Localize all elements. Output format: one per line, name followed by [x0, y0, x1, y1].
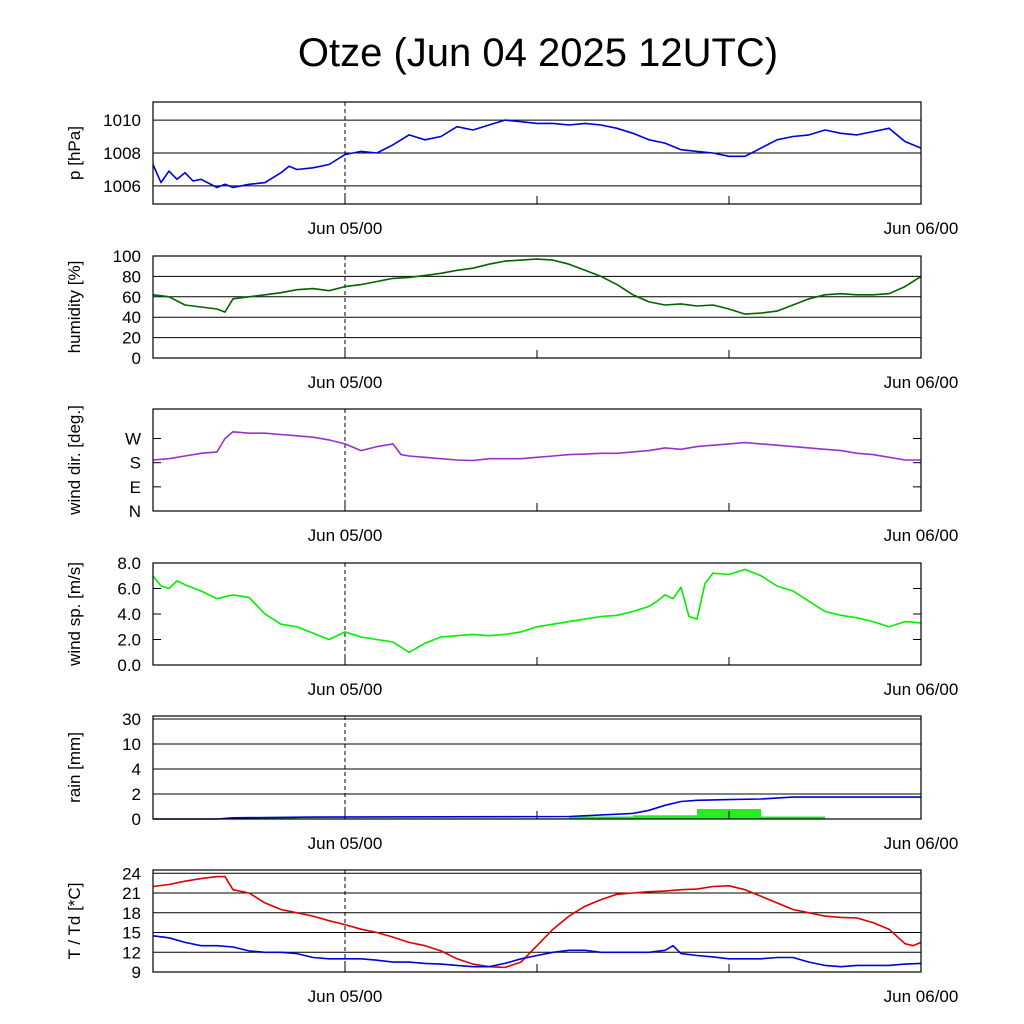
x-tick-label: Jun 06/00: [884, 680, 959, 699]
y-tick-label: 80: [122, 267, 141, 286]
y-tick-label: 6.0: [117, 580, 141, 599]
x-tick-label: Jun 06/00: [884, 987, 959, 1006]
x-tick-label: Jun 06/00: [884, 834, 959, 853]
y-tick-label: 0: [132, 810, 141, 829]
plot-frame: [152, 408, 922, 512]
y-tick-label: 0: [132, 349, 141, 368]
y-tick-label: 10: [122, 735, 141, 754]
y-tick-label: 100: [113, 247, 141, 266]
y-tick-label: 2.0: [117, 631, 141, 650]
y-tick-label: 30: [122, 710, 141, 729]
plot-frame: [152, 869, 922, 973]
rain-bar: [569, 816, 633, 819]
y-tick-label: 0.0: [117, 656, 141, 675]
plot-frame: [152, 562, 922, 666]
y-tick-label: 4: [132, 760, 141, 779]
y-tick-label: 12: [122, 943, 141, 962]
y-tick-label: 21: [122, 884, 141, 903]
x-tick-label: Jun 05/00: [308, 373, 383, 392]
x-tick-label: Jun 06/00: [884, 526, 959, 545]
x-tick-label: Jun 05/00: [308, 834, 383, 853]
y-tick-label: N: [129, 502, 141, 521]
series-line: [152, 935, 922, 968]
y-axis-label: humidity [%]: [65, 261, 84, 354]
series-line: [152, 568, 922, 654]
y-axis-label: wind sp. [m/s]: [65, 562, 84, 667]
y-tick-label: 1008: [103, 144, 141, 163]
y-tick-label: S: [130, 454, 141, 473]
y-axis-label: wind dir. [deg.]: [65, 405, 84, 516]
series-line: [152, 430, 921, 462]
plot-frame: [152, 255, 922, 359]
y-tick-label: 40: [122, 308, 141, 327]
chart-title: Otze (Jun 04 2025 12UTC): [298, 31, 778, 75]
plot-frame: [152, 101, 922, 205]
y-axis-label: p [hPa]: [65, 126, 84, 180]
y-tick-label: 1010: [103, 111, 141, 130]
rain-bar: [761, 816, 825, 819]
y-tick-label: 18: [122, 904, 141, 923]
y-tick-label: 24: [122, 864, 141, 883]
y-tick-label: 20: [122, 329, 141, 348]
series-line: [152, 258, 922, 315]
rain-bar: [633, 815, 697, 819]
x-tick-label: Jun 05/00: [308, 526, 383, 545]
series-line: [152, 875, 922, 969]
y-axis-label: T / Td [*C]: [65, 883, 84, 960]
x-tick-label: Jun 05/00: [308, 987, 383, 1006]
plot-frame: [152, 715, 922, 820]
y-axis-label: rain [mm]: [65, 732, 84, 803]
series-line: [152, 119, 922, 189]
y-tick-label: 4.0: [117, 605, 141, 624]
y-tick-label: 9: [132, 963, 141, 982]
y-tick-label: W: [125, 430, 141, 449]
x-tick-label: Jun 06/00: [884, 373, 959, 392]
y-tick-label: E: [130, 478, 141, 497]
y-tick-label: 1006: [103, 177, 141, 196]
rain-bar: [233, 817, 297, 819]
y-tick-label: 15: [122, 924, 141, 943]
y-tick-label: 60: [122, 288, 141, 307]
y-tick-label: 8.0: [117, 554, 141, 573]
x-tick-label: Jun 05/00: [308, 680, 383, 699]
x-tick-label: Jun 06/00: [884, 219, 959, 238]
y-tick-label: 2: [132, 785, 141, 804]
x-tick-label: Jun 05/00: [308, 219, 383, 238]
series-line: [153, 796, 921, 820]
